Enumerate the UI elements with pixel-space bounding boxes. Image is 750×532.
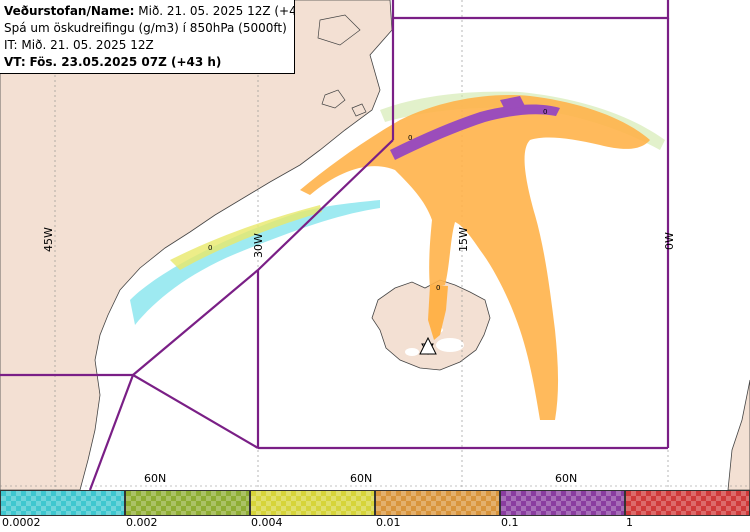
legend-swatch-6	[625, 490, 750, 516]
forecast-info-box: Veðurstofan/Name: Mið. 21. 05. 2025 12Z …	[0, 0, 295, 74]
svg-text:0: 0	[408, 134, 412, 142]
lat-label-60n-a: 60N	[144, 472, 166, 485]
island	[351, 103, 367, 117]
info-line-product: Spá um öskudreifingu (g/m3) í 850hPa (50…	[4, 21, 287, 35]
valid-time-label: VT:	[4, 55, 26, 69]
info-line-valid-time: VT: Fös. 23.05.2025 07Z (+43 h)	[4, 54, 290, 71]
lon-label-0w: 0W	[663, 232, 676, 250]
legend-tick-5: 1	[626, 516, 633, 529]
lon-label-30w: 30W	[252, 233, 265, 258]
fir-boundary	[0, 0, 670, 490]
lon-label-15w: 15W	[457, 227, 470, 252]
lon-label-45w: 45W	[42, 227, 55, 252]
info-line-issuer: Veðurstofan/Name: Mið. 21. 05. 2025 12Z …	[4, 3, 294, 20]
greenland-land	[0, 0, 393, 490]
legend-tick-2: 0.004	[251, 516, 283, 529]
issuer-value: Mið. 21. 05. 2025 12Z (+43 h)	[138, 4, 294, 18]
valid-time-value: Fös. 23.05.2025 07Z (+43 h)	[29, 55, 222, 69]
glacier	[405, 348, 419, 356]
contour-marker: 0 0 0 0	[208, 108, 547, 292]
island	[317, 14, 361, 46]
legend-tick-3: 0.01	[376, 516, 401, 529]
glacier	[436, 338, 464, 352]
legend-swatch-5	[500, 490, 625, 516]
legend-swatch-2	[125, 490, 250, 516]
island	[321, 89, 346, 109]
norway-coast	[727, 379, 750, 490]
svg-text:0: 0	[436, 284, 440, 292]
legend-swatch-3	[250, 490, 375, 516]
concentration-legend: 0.0002 0.002 0.004 0.01 0.1 1	[0, 490, 750, 532]
legend-swatch-4	[375, 490, 500, 516]
legend-swatch-1	[0, 490, 125, 516]
ash-plume-main	[300, 95, 650, 420]
lat-label-60n-b: 60N	[350, 472, 372, 485]
lat-label-60n-c: 60N	[555, 472, 577, 485]
issuer-label: Veðurstofan/Name:	[4, 4, 135, 18]
ash-dispersion-map: 0 0 0 0 45W 30W 15W 0W 60N 60N 60N	[0, 0, 750, 490]
legend-tick-0: 0.0002	[2, 516, 41, 529]
info-line-issue-time: IT: Mið. 21. 05. 2025 12Z	[4, 38, 154, 52]
svg-text:0: 0	[543, 108, 547, 116]
legend-tick-4: 0.1	[501, 516, 519, 529]
svg-text:0: 0	[208, 244, 212, 252]
legend-tick-1: 0.002	[126, 516, 158, 529]
volcano-triangle-icon	[419, 336, 437, 356]
ash-plume-core	[390, 96, 560, 160]
